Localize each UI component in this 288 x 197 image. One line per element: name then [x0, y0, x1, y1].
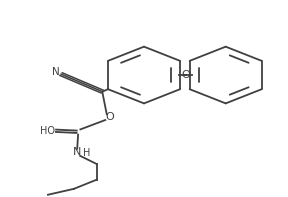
- Text: O: O: [105, 112, 114, 122]
- Text: O: O: [181, 70, 190, 80]
- Text: H: H: [83, 148, 90, 158]
- Text: N: N: [73, 147, 81, 157]
- Text: N: N: [52, 67, 59, 77]
- Text: HO: HO: [41, 126, 56, 136]
